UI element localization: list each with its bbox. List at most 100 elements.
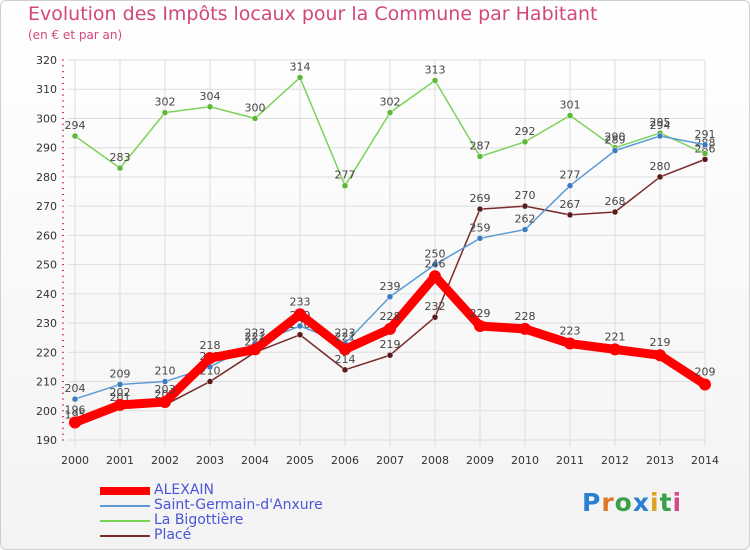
data-label: 268 xyxy=(605,195,626,208)
x-tick-label: 2014 xyxy=(691,454,719,467)
data-label: 228 xyxy=(380,310,401,323)
data-label: 239 xyxy=(380,280,401,293)
data-point xyxy=(296,74,304,81)
data-label: 233 xyxy=(290,295,311,308)
data-label: 262 xyxy=(515,213,536,226)
proxiti-logo: Proxiti xyxy=(582,488,683,517)
data-label: 219 xyxy=(650,336,671,349)
x-tick-label: 2012 xyxy=(601,454,629,467)
data-point xyxy=(161,109,169,116)
y-tick-label: 250 xyxy=(36,259,57,272)
data-label: 203 xyxy=(155,383,176,396)
data-point xyxy=(431,261,439,268)
y-tick-label: 300 xyxy=(36,112,57,125)
y-tick-label: 270 xyxy=(36,200,57,213)
data-point xyxy=(249,343,261,356)
data-point xyxy=(71,132,79,140)
x-tick-label: 2010 xyxy=(511,454,539,467)
data-label: 294 xyxy=(65,119,86,132)
data-label: 223 xyxy=(245,327,266,340)
data-point xyxy=(386,109,394,116)
data-point xyxy=(564,337,576,350)
data-label: 302 xyxy=(380,96,401,109)
data-point xyxy=(116,381,124,388)
chart-title: Evolution des Impôts locaux pour la Comm… xyxy=(28,3,598,25)
data-point xyxy=(656,173,664,181)
y-tick-label: 310 xyxy=(36,83,57,96)
data-point xyxy=(341,366,349,374)
data-point xyxy=(474,320,486,332)
data-label: 277 xyxy=(335,169,356,182)
data-point xyxy=(476,205,484,213)
data-label: 221 xyxy=(335,330,356,343)
data-label: 246 xyxy=(425,257,446,270)
data-point xyxy=(521,138,529,146)
legend-swatch-saint-germain xyxy=(100,505,150,507)
x-tick-label: 2005 xyxy=(286,454,314,467)
data-label: 290 xyxy=(605,131,626,144)
x-tick-label: 2003 xyxy=(196,454,224,467)
data-label: 214 xyxy=(335,353,356,366)
data-label: 221 xyxy=(245,330,266,343)
data-label: 280 xyxy=(650,160,671,173)
data-label: 289 xyxy=(605,134,626,147)
x-tick-label: 2007 xyxy=(376,454,404,467)
data-label: 294 xyxy=(650,119,671,132)
data-point xyxy=(701,150,709,157)
data-label: 291 xyxy=(695,128,716,141)
data-point xyxy=(429,270,441,283)
data-point xyxy=(701,156,709,163)
y-tick-label: 240 xyxy=(36,288,57,301)
data-label: 210 xyxy=(155,365,176,378)
data-label: 292 xyxy=(515,125,536,138)
y-tick-label: 200 xyxy=(36,405,57,418)
data-label: 301 xyxy=(560,99,581,112)
data-point xyxy=(386,351,394,359)
data-point xyxy=(69,416,81,429)
y-tick-label: 220 xyxy=(36,346,57,359)
x-tick-label: 2001 xyxy=(106,454,134,467)
legend-label-alexain: ALEXAIN xyxy=(154,482,214,498)
data-point xyxy=(339,343,351,356)
x-tick-label: 2000 xyxy=(61,454,89,467)
y-tick-label: 210 xyxy=(36,376,57,389)
chart-subtitle: (en € et par an) xyxy=(28,28,123,42)
data-point xyxy=(476,153,484,160)
x-tick-label: 2008 xyxy=(421,454,449,467)
data-point xyxy=(519,322,531,335)
data-point xyxy=(296,322,304,330)
data-label: 304 xyxy=(200,90,221,103)
data-point xyxy=(341,182,349,189)
x-tick-label: 2006 xyxy=(331,454,359,467)
legend-label-la-bigottiere: La Bigottière xyxy=(154,512,244,528)
data-point xyxy=(204,352,216,365)
y-tick-label: 260 xyxy=(36,229,57,242)
data-label: 313 xyxy=(425,63,446,76)
data-label: 223 xyxy=(560,325,581,338)
data-label: 209 xyxy=(695,365,716,378)
data-label: 250 xyxy=(425,248,446,261)
x-tick-label: 2002 xyxy=(151,454,179,467)
data-point xyxy=(609,343,621,356)
data-label: 228 xyxy=(515,310,536,323)
y-tick-label: 320 xyxy=(36,54,57,67)
data-point xyxy=(701,141,709,149)
data-point xyxy=(71,395,79,403)
data-label: 204 xyxy=(65,382,86,395)
data-label: 221 xyxy=(605,330,626,343)
data-label: 270 xyxy=(515,189,536,202)
x-tick-label: 2013 xyxy=(646,454,674,467)
data-point xyxy=(654,349,666,362)
y-tick-label: 230 xyxy=(36,317,57,330)
data-point xyxy=(699,378,711,391)
data-point xyxy=(386,293,394,301)
x-tick-label: 2011 xyxy=(556,454,584,467)
data-label: 269 xyxy=(470,192,491,205)
y-tick-label: 290 xyxy=(36,142,57,155)
y-tick-label: 190 xyxy=(36,434,57,447)
legend-swatch-place xyxy=(100,535,150,537)
data-point xyxy=(476,235,484,242)
data-point xyxy=(431,77,439,84)
y-tick-label: 280 xyxy=(36,171,57,184)
